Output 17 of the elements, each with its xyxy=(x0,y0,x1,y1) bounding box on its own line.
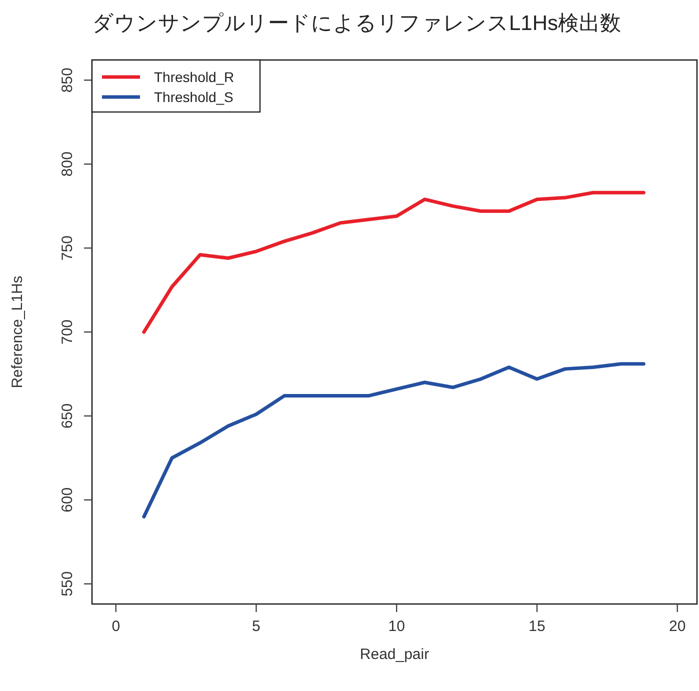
y-tick-label: 700 xyxy=(59,319,76,345)
x-tick-label: 0 xyxy=(112,618,120,635)
x-tick-label: 20 xyxy=(669,618,686,635)
y-tick-label: 650 xyxy=(59,403,76,428)
x-tick-label: 5 xyxy=(252,618,260,635)
y-tick-label: 750 xyxy=(59,236,76,261)
legend-label: Threshold_S xyxy=(154,89,234,105)
y-tick-label: 550 xyxy=(59,571,76,596)
x-axis-title: Read_pair xyxy=(360,646,430,663)
y-axis-title: Reference_L1Hs xyxy=(9,276,26,388)
x-tick-label: 15 xyxy=(528,618,546,635)
chart-title: ダウンサンプルリードによるリファレンスL1Hs検出数 xyxy=(92,12,622,35)
x-tick-label: 10 xyxy=(388,618,405,635)
y-tick-label: 600 xyxy=(59,487,76,512)
y-tick-label: 800 xyxy=(59,152,76,177)
y-tick-label: 850 xyxy=(59,68,76,93)
legend-label: Threshold_R xyxy=(154,69,234,85)
